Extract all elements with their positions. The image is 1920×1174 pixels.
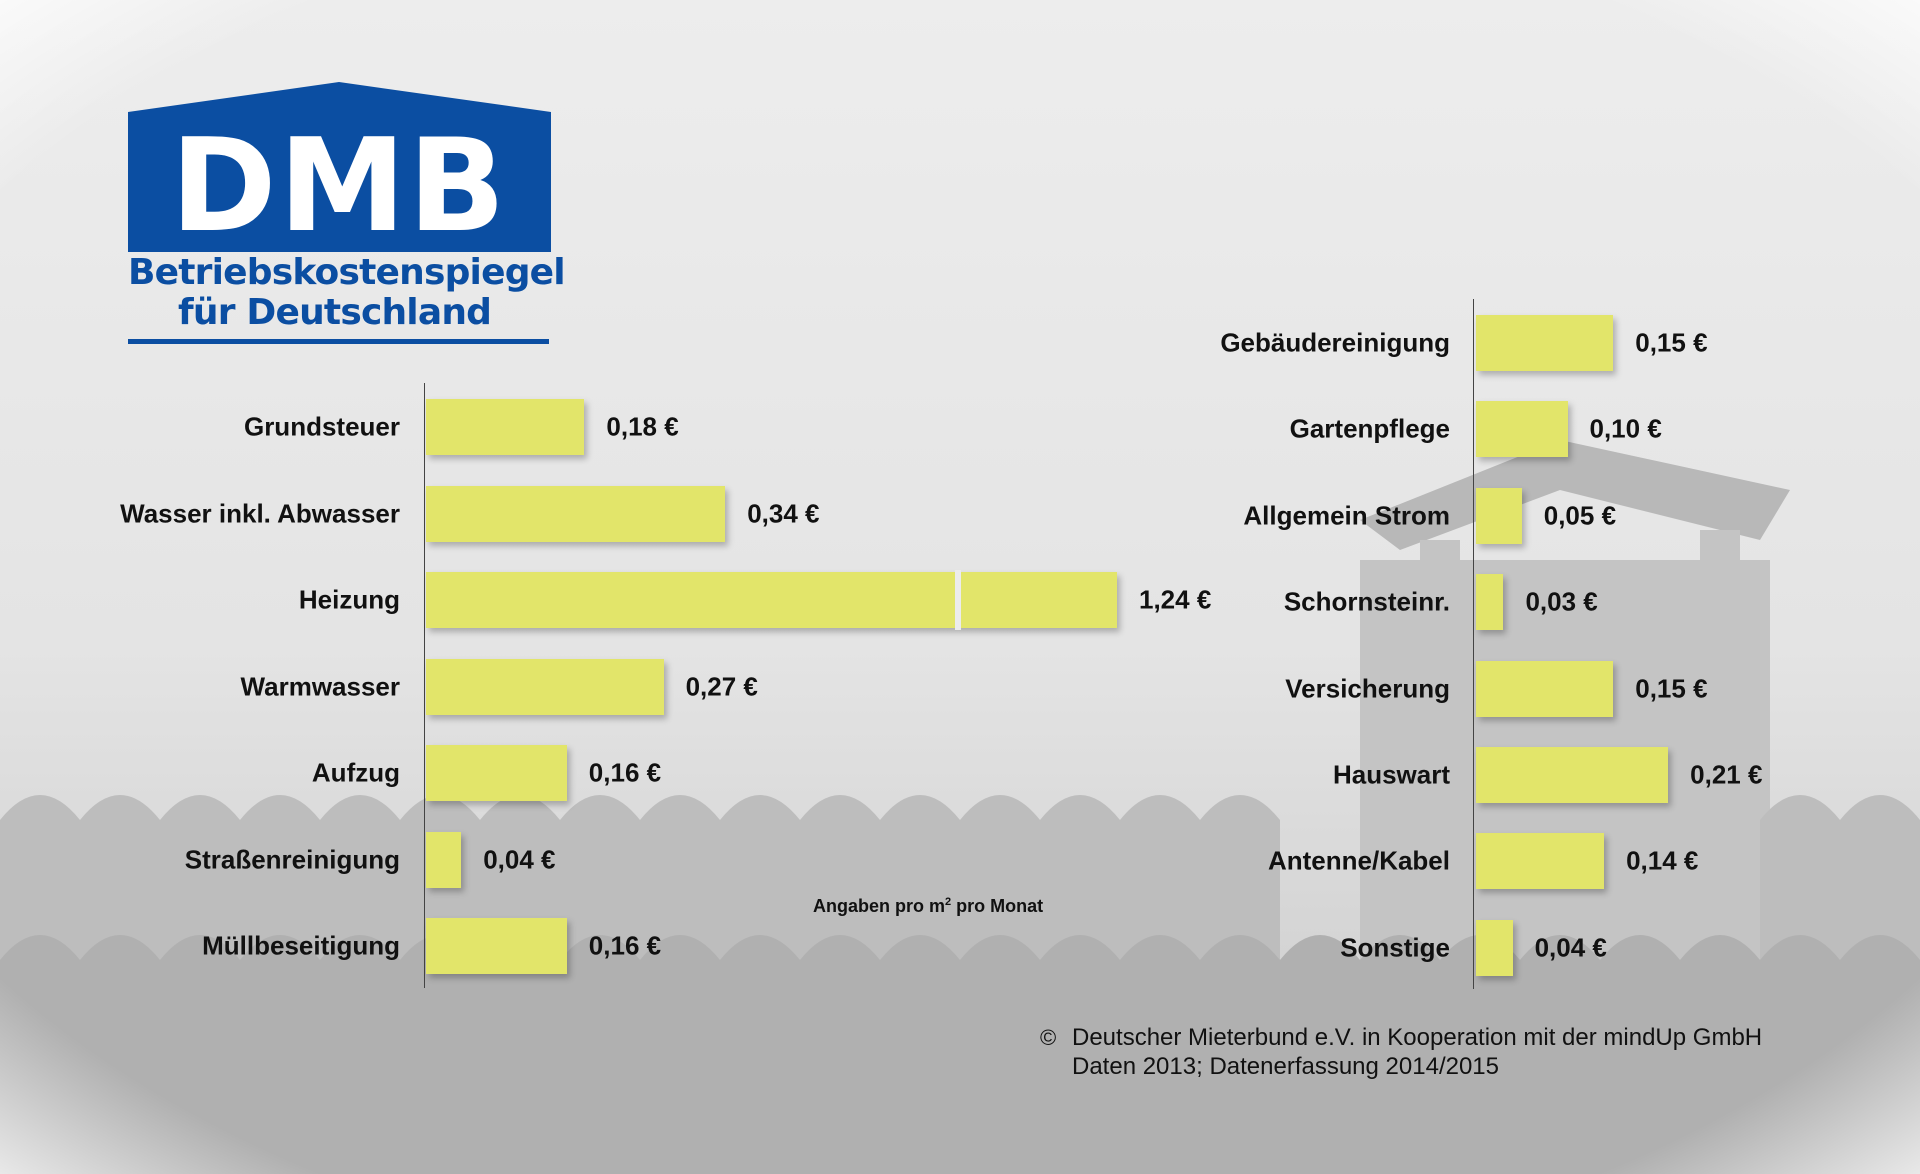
category-label-schornsteinr-: Schornsteinr.: [1283, 586, 1450, 617]
value-label-versicherung: 0,15 €: [1635, 673, 1708, 704]
category-label-m-llbeseitigung: Müllbeseitigung: [202, 930, 400, 961]
value-label-antenne-kabel: 0,14 €: [1626, 845, 1699, 876]
right-chart-axis: [1473, 299, 1474, 989]
footer-line1: Deutscher Mieterbund e.V. in Kooperation…: [1072, 1024, 1763, 1051]
category-label-versicherung: Versicherung: [1285, 673, 1450, 704]
bar-stra-enreinigung: [426, 831, 462, 888]
footer-line2: Daten 2013; Datenerfassung 2014/2015: [1072, 1053, 1499, 1080]
copyright-icon: ©: [1040, 1025, 1057, 1050]
bar-warmwasser: [426, 658, 664, 715]
value-label-m-llbeseitigung: 0,16 €: [588, 930, 662, 961]
value-label-allgemein-strom: 0,05 €: [1543, 500, 1617, 531]
category-label-geb-udereinigung: Gebäudereinigung: [1220, 327, 1450, 358]
category-label-wasser-inkl-abwasser: Wasser inkl. Abwasser: [120, 498, 400, 528]
category-label-heizung: Heizung: [298, 584, 400, 615]
logo-underline: [128, 339, 549, 344]
value-label-aufzug: 0,16 €: [588, 757, 662, 788]
logo-line1: Betriebskostenspiegel: [128, 252, 566, 293]
bar-grundsteuer: [426, 399, 585, 455]
dmb-logo: DMB Betriebskostenspiegel für Deutschlan…: [128, 82, 566, 352]
axis-break-marker: [954, 570, 961, 630]
bar-m-llbeseitigung: [426, 918, 567, 974]
bar-allgemein-strom: [1476, 487, 1522, 544]
bar-hauswart: [1476, 747, 1669, 803]
logo-brand: DMB: [170, 112, 507, 252]
bar-aufzug: [426, 745, 567, 801]
value-label-sonstige: 0,04 €: [1534, 932, 1607, 963]
bar-gartenpflege: [1476, 401, 1568, 458]
unit-note: Angaben pro m2 pro Monat: [813, 896, 1044, 916]
bar-heizung: [426, 572, 1117, 628]
value-label-stra-enreinigung: 0,04 €: [483, 844, 556, 874]
value-label-schornsteinr-: 0,03 €: [1525, 586, 1598, 617]
bar-sonstige: [1476, 919, 1513, 976]
bar-antenne-kabel: [1476, 833, 1605, 890]
left-chart-axis: [424, 383, 425, 988]
category-label-antenne-kabel: Antenne/Kabel: [1267, 845, 1450, 876]
value-label-warmwasser: 0,27 €: [685, 671, 758, 701]
value-label-heizung: 1,24 €: [1139, 584, 1212, 615]
category-label-allgemein-strom: Allgemein Strom: [1243, 500, 1450, 531]
value-label-wasser-inkl-abwasser: 0,34 €: [747, 498, 820, 528]
category-label-warmwasser: Warmwasser: [240, 671, 400, 701]
category-label-aufzug: Aufzug: [311, 757, 400, 788]
category-label-grundsteuer: Grundsteuer: [243, 411, 400, 442]
value-label-hauswart: 0,21 €: [1690, 759, 1763, 790]
footer-credits: © Deutscher Mieterbund e.V. in Kooperatio…: [1040, 1023, 1762, 1081]
category-label-sonstige: Sonstige: [1340, 932, 1450, 963]
category-label-hauswart: Hauswart: [1332, 759, 1450, 790]
value-label-gartenpflege: 0,10 €: [1589, 413, 1662, 444]
bar-schornsteinr-: [1476, 574, 1504, 631]
bar-versicherung: [1476, 660, 1614, 717]
category-label-gartenpflege: Gartenpflege: [1289, 413, 1450, 444]
value-label-geb-udereinigung: 0,15 €: [1635, 327, 1708, 358]
bar-wasser-inkl-abwasser: [426, 485, 726, 542]
category-label-stra-enreinigung: Straßenreinigung: [184, 844, 400, 874]
bar-geb-udereinigung: [1476, 315, 1614, 371]
value-label-grundsteuer: 0,18 €: [606, 411, 679, 442]
logo-line2: für Deutschland: [178, 292, 492, 333]
